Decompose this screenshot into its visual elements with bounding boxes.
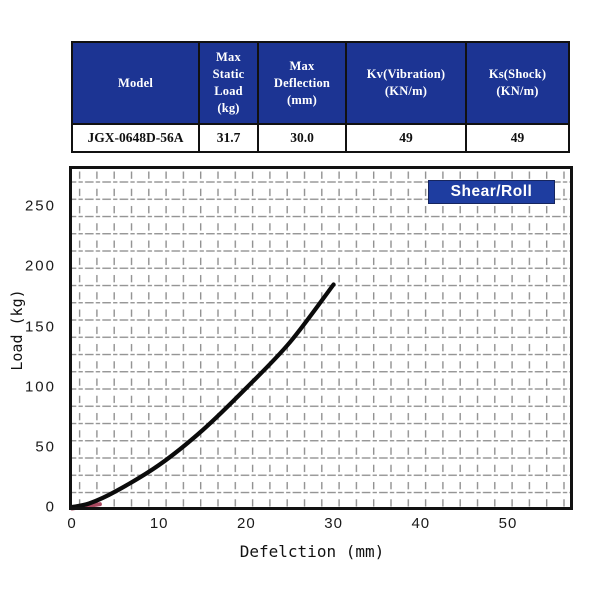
- header-label: Deflection: [273, 75, 331, 90]
- header-cell-model: Model: [71, 41, 200, 125]
- x-tick-label: 50: [498, 515, 518, 532]
- header-cell-kv-vibration: Kv(Vibration) (KN/m): [345, 41, 467, 125]
- y-axis-title: Load (kg): [8, 289, 26, 371]
- cell-ks-value: 49: [465, 123, 570, 153]
- y-tick-label: 0: [45, 498, 56, 516]
- load-curve: [69, 282, 336, 510]
- header-label: (KN/m): [384, 84, 428, 98]
- shear-roll-badge: Shear/Roll: [428, 180, 555, 204]
- header-label: Load: [214, 84, 243, 98]
- x-axis-title: Defelction (mm): [239, 542, 385, 561]
- cell-max-deflection-value: 30.0: [257, 123, 347, 153]
- header-label: (KN/m): [496, 84, 539, 98]
- header-label: Max: [216, 50, 241, 64]
- dashed-grid: [72, 169, 570, 507]
- x-tick-label: 0: [67, 515, 77, 532]
- header-cell-max-deflection: Max Deflection (mm): [257, 41, 347, 125]
- header-label: Model: [117, 75, 154, 90]
- header-label: Kv(Vibration): [366, 67, 446, 81]
- y-tick-label: 250: [24, 197, 56, 215]
- header-label: Static: [212, 67, 245, 81]
- spec-table: Model Max Static Load (kg) Max Deflectio…: [71, 41, 570, 153]
- x-tick-label: 20: [237, 515, 256, 532]
- header-cell-max-static-load: Max Static Load (kg): [198, 41, 259, 125]
- cell-max-static-load-value: 31.7: [198, 123, 259, 153]
- header-label: Max: [289, 58, 315, 73]
- header-label: Ks(Shock): [488, 67, 547, 81]
- x-tick-label: 40: [411, 515, 431, 532]
- header-label: (kg): [217, 101, 240, 115]
- table-header-row: Model Max Static Load (kg) Max Deflectio…: [71, 41, 570, 125]
- load-deflection-chart: Shear/Roll 0 50 100 150 200 250 0 10 20 30 40 50 L…: [0, 160, 600, 600]
- chart-canvas: [69, 166, 573, 511]
- x-tick-label: 10: [149, 515, 169, 532]
- y-tick-label: 200: [24, 257, 56, 275]
- y-tick-label: 150: [24, 318, 56, 336]
- header-cell-ks-shock: Ks(Shock) (KN/m): [465, 41, 570, 125]
- cell-kv-value: 49: [345, 123, 467, 153]
- y-tick-label: 100: [24, 378, 56, 396]
- plot-frame: [69, 166, 573, 510]
- cell-model-value: JGX-0648D-56A: [71, 123, 200, 153]
- y-tick-label: 50: [35, 438, 56, 456]
- table-data-row: JGX-0648D-56A 31.7 30.0 49 49: [71, 123, 570, 153]
- header-label: (mm): [287, 92, 317, 107]
- x-tick-label: 30: [324, 515, 343, 532]
